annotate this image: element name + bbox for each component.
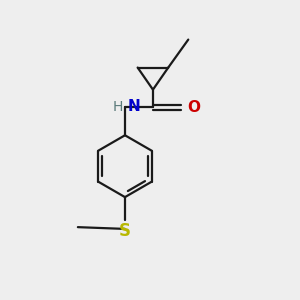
Text: N: N — [127, 99, 140, 114]
Text: H: H — [112, 100, 123, 114]
Text: O: O — [188, 100, 200, 115]
Text: S: S — [119, 221, 131, 239]
